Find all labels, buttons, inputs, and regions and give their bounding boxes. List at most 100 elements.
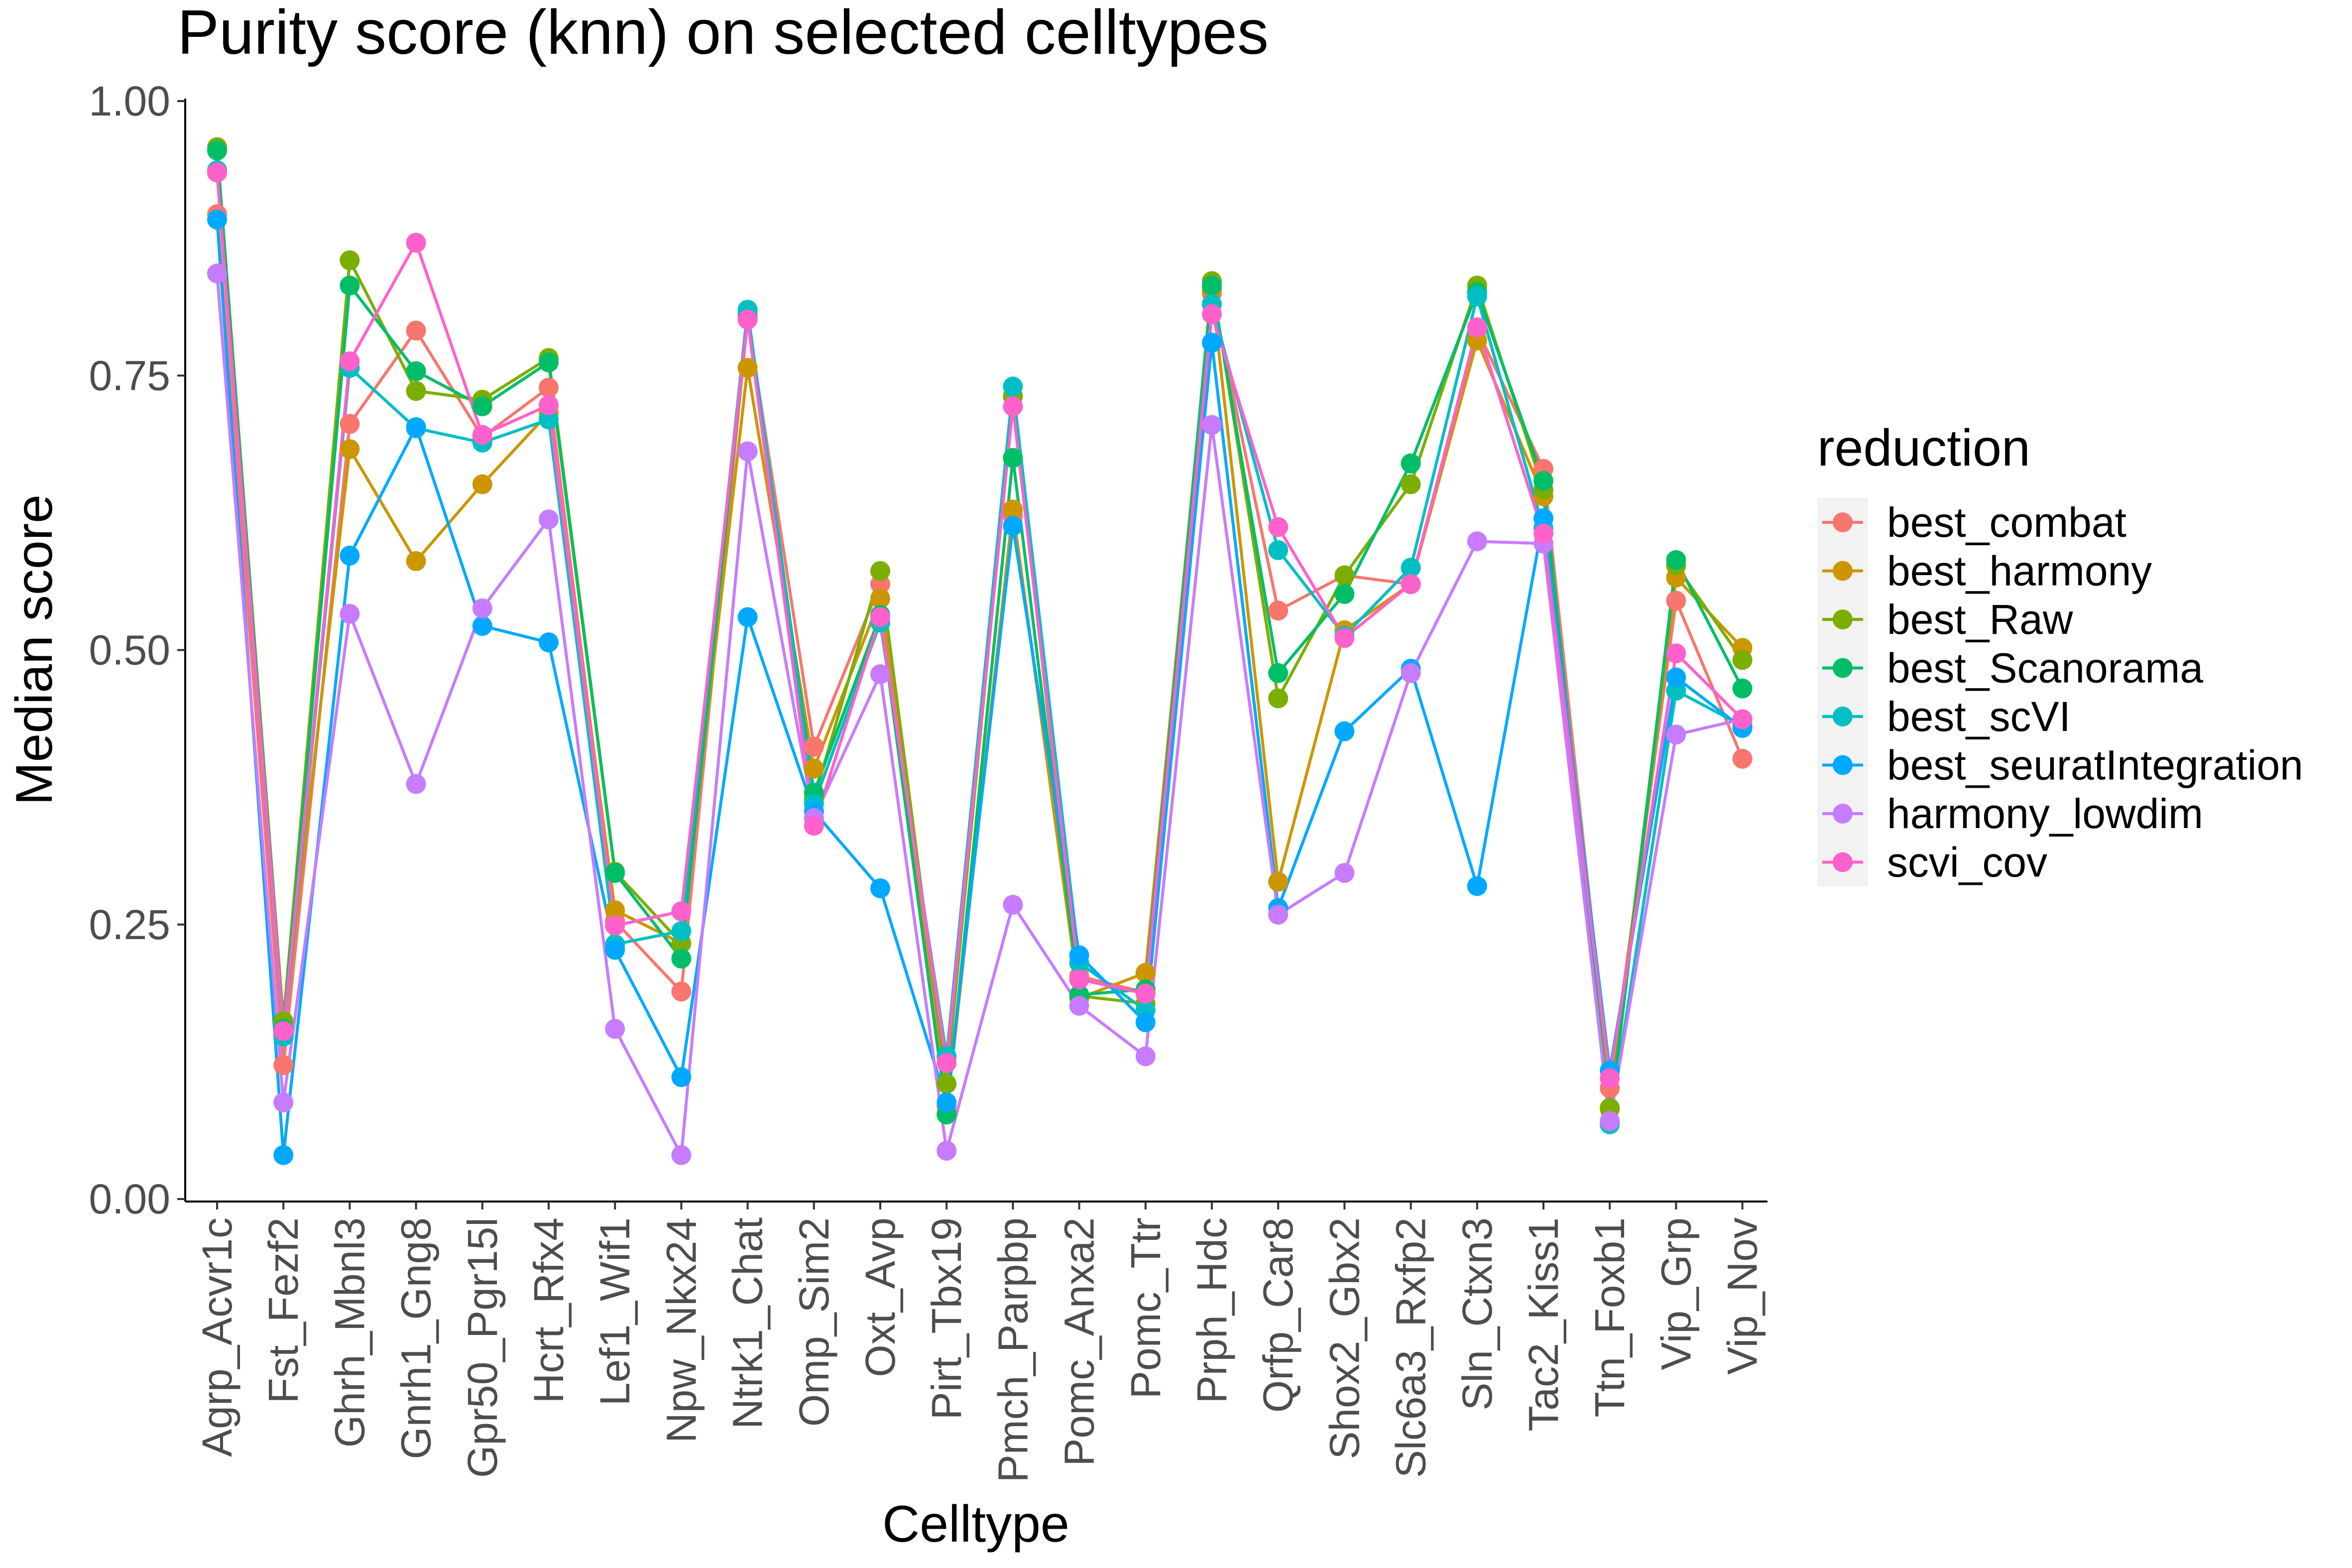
x-tick-label: Slc6a3_Rxfp2 [1388,1217,1434,1478]
x-tick-label: Shox2_Gbx2 [1321,1217,1368,1459]
y-axis-label: Median score [5,494,63,805]
data-point-scvi_cov-Oxt_Avp [870,607,890,627]
data-point-best_scVI-Qrfp_Car8 [1268,540,1289,560]
x-tick-label: Hcrt_Rfx4 [525,1217,572,1403]
data-point-scvi_cov-Gpr50_Pgr15l [472,425,492,445]
data-point-best_Scanorama-Qrfp_Car8 [1268,663,1289,683]
legend-label: best_Raw [1887,596,2073,643]
data-point-scvi_cov-Pirt_Tbx19 [937,1053,957,1073]
data-point-best_scVI-Npw_Nkx24 [671,921,692,941]
x-tick-label: Gnrh1_Gng8 [393,1217,440,1459]
data-point-scvi_cov-Agrp_Acvr1c [207,162,227,183]
data-point-best_combat-Vip_Grp [1666,591,1686,611]
data-point-best_Raw-Qrfp_Car8 [1268,688,1289,709]
legend-item-best_harmony: best_harmony [1822,548,2152,595]
x-tick-label: Qrfp_Car8 [1255,1217,1301,1413]
data-point-best_harmony-Ghrh_Mbnl3 [340,439,360,459]
x-tick-label: Gpr50_Pgr15l [459,1217,506,1478]
data-point-best_Raw-Gnrh1_Gng8 [406,381,426,401]
data-point-harmony_lowdim-Prph_Hdc [1202,415,1222,435]
data-point-harmony_lowdim-Sln_Ctxn3 [1467,531,1487,552]
legend-items: best_combatbest_harmonybest_Rawbest_Scan… [1817,498,2303,886]
data-point-best_seuratIntegration-Sln_Ctxn3 [1467,876,1487,896]
chart-title: Purity score (knn) on selected celltypes [177,0,1269,67]
legend-label: best_seuratIntegration [1887,742,2303,789]
data-point-best_Scanorama-Gnrh1_Gng8 [406,361,426,381]
x-tick-label: Tac2_Kiss1 [1520,1217,1567,1432]
x-tick-label: Prph_Hdc [1188,1217,1235,1404]
data-point-best_seuratIntegration-Gpr50_Pgr15l [472,615,492,636]
data-point-best_harmony-Lef1_Wif1 [605,900,625,921]
data-point-best_seuratIntegration-Prph_Hdc [1202,333,1222,353]
data-point-harmony_lowdim-Ttn_Foxb1 [1600,1111,1620,1131]
data-point-best_seuratIntegration-Agrp_Acvr1c [207,210,227,230]
legend-item-harmony_lowdim: harmony_lowdim [1822,790,2203,837]
data-point-harmony_lowdim-Fst_Fezf2 [273,1092,294,1112]
x-tick-label: Npw_Nkx24 [658,1217,705,1443]
x-tick-label: Omp_Sim2 [791,1217,837,1427]
legend: reduction best_combatbest_harmonybest_Ra… [1817,419,2303,886]
data-point-harmony_lowdim-Pirt_Tbx19 [937,1140,957,1161]
data-point-harmony_lowdim-Pomc_Anxa2 [1069,995,1089,1016]
legend-item-best_combat: best_combat [1822,499,2126,546]
data-point-best_combat-Gnrh1_Gng8 [406,320,426,341]
data-point-scvi_cov-Qrfp_Car8 [1268,517,1289,537]
x-tick-label: Vip_Nov [1719,1217,1766,1375]
data-point-scvi_cov-Pmch_Parpbp [1003,396,1023,416]
legend-key-point [1833,755,1853,775]
data-point-harmony_lowdim-Npw_Nkx24 [671,1145,692,1165]
legend-key-point [1833,512,1853,532]
data-point-best_Scanorama-Hcrt_Rfx4 [539,352,559,372]
data-point-best_Scanorama-Prph_Hdc [1202,275,1222,296]
data-point-best_Raw-Pirt_Tbx19 [937,1074,957,1094]
data-point-best_seuratIntegration-Hcrt_Rfx4 [539,632,559,653]
data-point-best_harmony-Gpr50_Pgr15l [472,474,492,494]
data-point-best_harmony-Gnrh1_Gng8 [406,551,426,571]
x-tick-label: Fst_Fezf2 [260,1217,307,1403]
data-point-best_scVI-Pmch_Parpbp [1003,376,1023,397]
data-point-harmony_lowdim-Pomc_Ttr [1135,1046,1156,1067]
legend-label: best_Scanorama [1887,645,2203,692]
legend-item-best_Raw: best_Raw [1822,596,2073,643]
legend-item-scvi_cov: scvi_cov [1822,839,2047,886]
series-line-best_seuratIntegration [216,219,1744,1157]
data-point-scvi_cov-Fst_Fezf2 [273,1021,294,1041]
data-point-scvi_cov-Ntrk1_Chat [737,309,758,330]
data-point-best_seuratIntegration-Gnrh1_Gng8 [406,417,426,437]
data-point-best_Scanorama-Gpr50_Pgr15l [472,396,492,416]
data-point-best_seuratIntegration-Npw_Nkx24 [671,1067,692,1087]
data-point-harmony_lowdim-Hcrt_Rfx4 [539,509,559,530]
data-point-best_seuratIntegration-Pmch_Parpbp [1003,516,1023,536]
data-point-best_harmony-Pmch_Parpbp [1003,499,1023,520]
data-point-scvi_cov-Ttn_Foxb1 [1600,1068,1620,1088]
data-point-scvi_cov-Vip_Nov [1732,709,1753,729]
data-point-best_seuratIntegration-Pomc_Ttr [1135,1012,1156,1032]
plot-panel: 0.00 0.25 0.50 0.75 1.00 Agrp_Acvr1c Fst_Fezf… [89,78,1767,1482]
data-point-best_seuratIntegration-Tac2_Kiss1 [1533,508,1553,528]
data-point-scvi_cov-Pomc_Ttr [1135,983,1156,1004]
data-point-best_seuratIntegration-Ntrk1_Chat [737,607,758,627]
data-point-harmony_lowdim-Qrfp_Car8 [1268,904,1289,925]
data-point-scvi_cov-Npw_Nkx24 [671,901,692,922]
data-point-best_seuratIntegration-Pomc_Anxa2 [1069,945,1089,965]
x-tick-label: Pomc_Ttr [1122,1217,1169,1399]
legend-label: best_harmony [1887,548,2152,595]
legend-key-point [1833,609,1853,629]
data-point-best_combat-Fst_Fezf2 [273,1055,294,1075]
data-point-best_Scanorama-Lef1_Wif1 [605,863,625,883]
legend-label: best_scVI [1887,693,2071,740]
y-tick-label: 0.75 [89,352,171,399]
data-point-harmony_lowdim-Lef1_Wif1 [605,1019,625,1039]
series-line-scvi_cov [216,172,1744,1080]
data-point-harmony_lowdim-Slc6a3_Rxfp2 [1401,663,1421,683]
x-axis-ticks: Agrp_Acvr1c Fst_Fezf2 Ghrh_Mbnl3 Gnrh1_Gng8… [194,1202,1766,1482]
data-point-scvi_cov-Sln_Ctxn3 [1467,317,1487,338]
data-point-harmony_lowdim-Ntrk1_Chat [737,441,758,462]
data-point-best_Scanorama-Vip_Grp [1666,550,1686,570]
data-point-best_combat-Vip_Nov [1732,748,1753,769]
x-tick-label: Pirt_Tbx19 [923,1217,970,1420]
y-axis-ticks: 0.00 0.25 0.50 0.75 1.00 [89,78,185,1222]
data-point-best_harmony-Ntrk1_Chat [737,358,758,378]
data-point-best_Raw-Ghrh_Mbnl3 [340,250,360,270]
